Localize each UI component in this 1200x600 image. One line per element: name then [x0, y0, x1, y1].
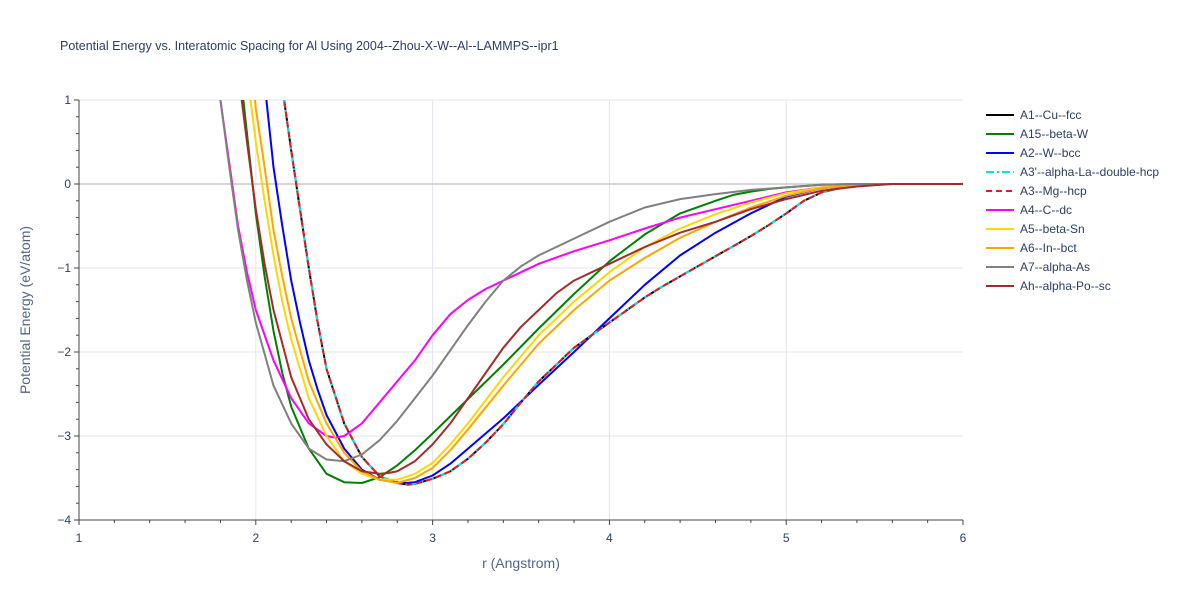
y-tick-label: −4 — [57, 513, 71, 527]
legend-label-9: Ah--alpha-Po--sc — [1020, 279, 1111, 293]
legend: A1--Cu--fcc A15--beta-W A2--W--bcc A3'--alp… — [986, 108, 1159, 293]
x-tick-label: 4 — [606, 531, 613, 545]
x-axis-label: r (Angstrom) — [482, 555, 560, 571]
y-axis-label: Potential Energy (eV/atom) — [17, 226, 33, 394]
series-line-3 — [283, 100, 963, 486]
chart-title: Potential Energy vs. Interatomic Spacing… — [60, 39, 559, 53]
x-tick-label: 5 — [783, 531, 790, 545]
y-tick-label: −2 — [57, 345, 71, 359]
series-line-1 — [242, 100, 963, 484]
x-tick-label: 1 — [76, 531, 83, 545]
legend-label-1: A15--beta-W — [1020, 127, 1089, 141]
tick-labels: 1 2 3 4 5 6 −4 −3 −2 −1 0 1 — [57, 93, 966, 545]
series-line-9 — [240, 100, 963, 475]
legend-label-0: A1--Cu--fcc — [1020, 108, 1081, 122]
y-tick-label: −3 — [57, 429, 71, 443]
legend-label-8: A7--alpha-As — [1020, 260, 1090, 274]
legend-label-3: A3'--alpha-La--double-hcp — [1020, 165, 1159, 179]
series-lines — [219, 100, 963, 486]
legend-label-2: A2--W--bcc — [1020, 146, 1080, 160]
series-line-5 — [219, 100, 963, 439]
legend-label-4: A3--Mg--hcp — [1020, 184, 1087, 198]
y-tick-label: 1 — [64, 93, 71, 107]
gridlines — [79, 99, 963, 520]
series-line-0 — [283, 100, 963, 486]
x-tick-label: 2 — [252, 531, 259, 545]
x-tick-label: 3 — [429, 531, 436, 545]
x-tick-label: 6 — [960, 531, 967, 545]
y-tick-label: −1 — [57, 261, 71, 275]
series-line-8 — [219, 100, 963, 463]
series-line-4 — [283, 100, 963, 486]
axes — [74, 99, 964, 525]
legend-label-6: A5--beta-Sn — [1020, 222, 1085, 236]
legend-label-7: A6--In--bct — [1020, 241, 1077, 255]
series-line-2 — [265, 100, 963, 484]
series-line-6 — [249, 100, 963, 481]
series-line-7 — [253, 100, 963, 484]
legend-label-5: A4--C--dc — [1020, 203, 1072, 217]
y-tick-label: 0 — [64, 177, 71, 191]
